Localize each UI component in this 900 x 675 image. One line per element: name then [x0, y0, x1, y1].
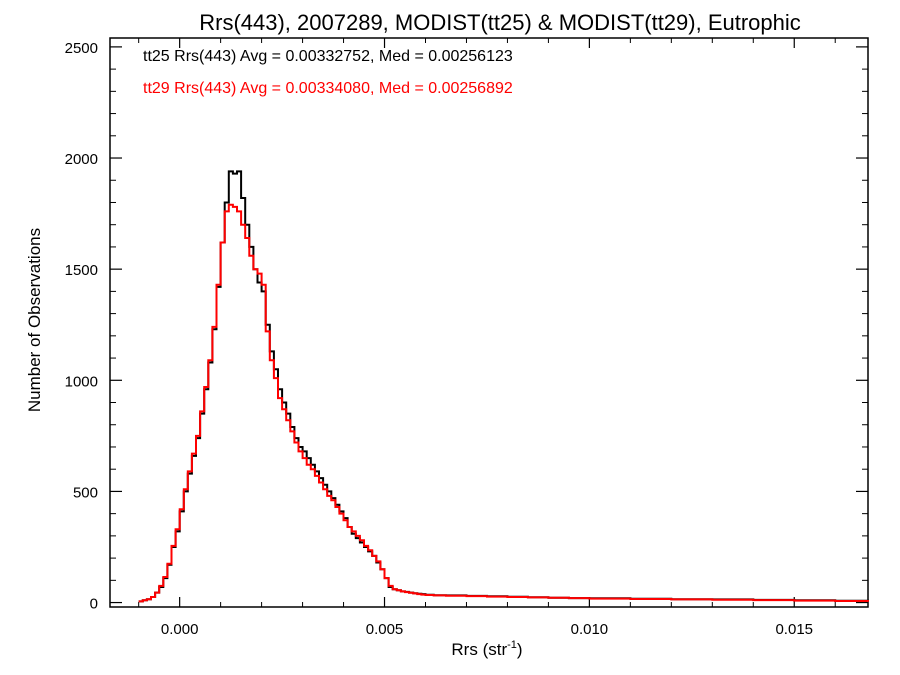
- x-axis-label-close: ): [517, 640, 523, 659]
- x-tick-label: 0.000: [161, 621, 199, 638]
- series-line-tt29: [138, 203, 869, 603]
- legend-entry-tt29: tt29 Rrs(443) Avg = 0.00334080, Med = 0.…: [143, 80, 513, 97]
- y-tick-label: 2000: [65, 151, 98, 168]
- legend-entry-tt25: tt25 Rrs(443) Avg = 0.00332752, Med = 0.…: [143, 48, 513, 65]
- plot-frame: [109, 37, 869, 608]
- series-group: [138, 170, 869, 603]
- x-axis-label-main: Rrs (str: [451, 640, 507, 659]
- x-tick-label: 0.015: [775, 621, 813, 638]
- series-line-tt25: [138, 170, 869, 603]
- y-axis-label: Number of Observations: [25, 228, 44, 412]
- y-tick-label: 500: [73, 484, 98, 501]
- y-tick-label: 2500: [65, 40, 98, 57]
- x-tick-label: 0.010: [571, 621, 609, 638]
- x-axis-label: Rrs (str-1): [451, 639, 522, 659]
- chart-title: Rrs(443), 2007289, MODIST(tt25) & MODIST…: [199, 10, 801, 35]
- x-axis: 0.000 0.005 0.010 0.015: [138, 38, 836, 638]
- y-tick-label: 1000: [65, 373, 98, 390]
- y-tick-label: 1500: [65, 262, 98, 279]
- y-tick-label: 0: [90, 596, 98, 613]
- x-tick-label: 0.005: [366, 621, 404, 638]
- x-axis-label-sup: -1: [507, 639, 517, 651]
- y-axis: 0 500 1000 1500 2000 2500: [65, 40, 868, 613]
